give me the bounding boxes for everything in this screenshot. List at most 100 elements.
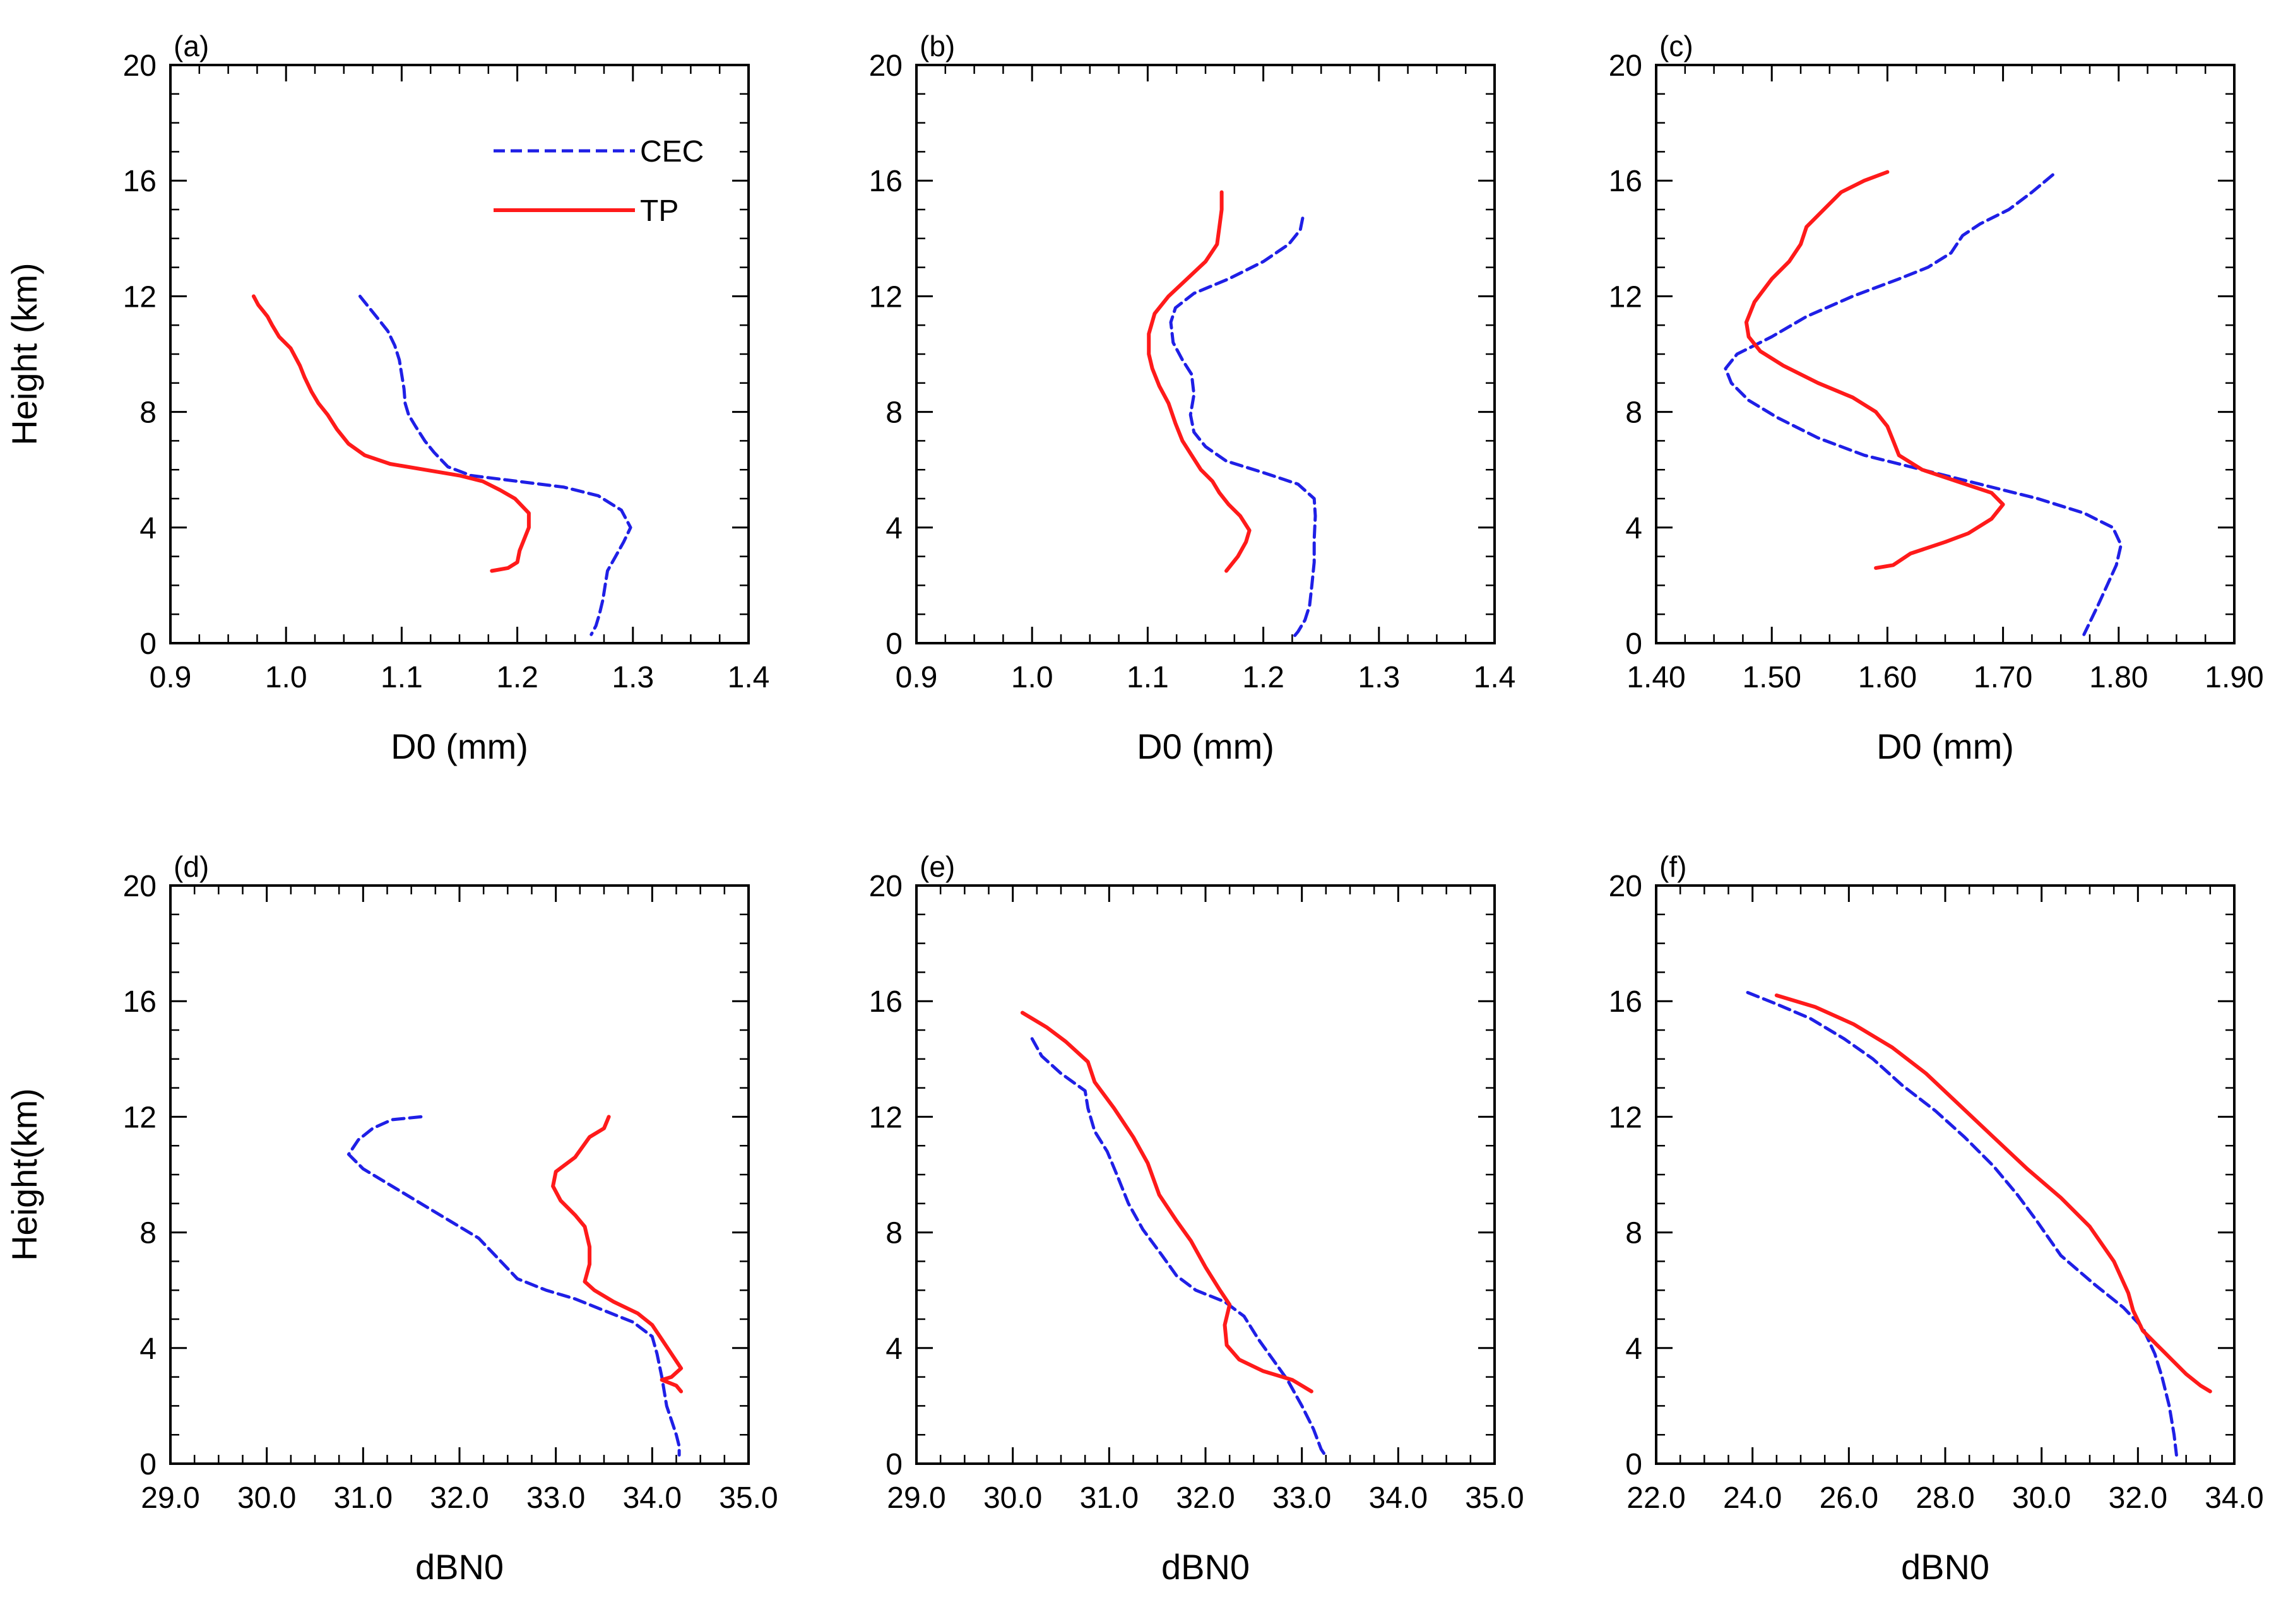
x-tick-label: 34.0 — [2205, 1481, 2263, 1515]
y-tick-label: 4 — [886, 512, 903, 545]
y-tick-label: 0 — [886, 1448, 903, 1481]
y-tick-label: 0 — [886, 627, 903, 661]
plot-frame — [1655, 884, 2236, 1465]
y-tick-label: 20 — [1609, 49, 1642, 83]
plot-frame — [1655, 64, 2236, 644]
series-line-tp — [1147, 190, 1252, 573]
x-tick-label: 30.0 — [983, 1481, 1042, 1515]
y-tick-label: 8 — [886, 1217, 903, 1250]
y-tick-label: 16 — [869, 165, 903, 198]
y-tick-label: 4 — [139, 1332, 157, 1366]
y-tick-label: 0 — [139, 627, 157, 661]
x-axis-label: D0 (mm) — [1137, 726, 1274, 766]
x-tick-label: 22.0 — [1626, 1481, 1685, 1515]
series-line-tp — [1774, 993, 2212, 1394]
x-tick-label: 1.60 — [1858, 661, 1917, 694]
y-tick-label: 8 — [1625, 396, 1642, 430]
x-tick-label: 34.0 — [1369, 1481, 1428, 1515]
x-tick-label: 30.0 — [2012, 1481, 2071, 1515]
y-tick-label: 8 — [139, 1217, 157, 1250]
x-tick-label: 29.0 — [887, 1481, 945, 1515]
series-line-cec — [347, 1115, 681, 1457]
y-tick-label: 16 — [869, 985, 903, 1019]
x-tick-label: 1.3 — [1358, 661, 1400, 694]
x-tick-label: 1.2 — [1242, 661, 1284, 694]
x-axis-label: D0 (mm) — [391, 726, 528, 766]
panel-label: (c) — [1659, 30, 1693, 62]
y-tick-label: 4 — [886, 1332, 903, 1366]
x-tick-label: 1.0 — [265, 661, 307, 694]
x-axis-label: dBN0 — [1901, 1547, 1989, 1587]
x-tick-label: 1.50 — [1742, 661, 1801, 694]
y-tick-label: 20 — [123, 49, 157, 83]
x-axis-label: D0 (mm) — [1876, 726, 2014, 766]
x-tick-label: 29.0 — [141, 1481, 199, 1515]
plot-frame — [915, 884, 1496, 1465]
y-tick-label: 0 — [1625, 1448, 1642, 1481]
y-tick-label: 12 — [869, 1101, 903, 1134]
panel-label: (b) — [920, 30, 955, 62]
x-tick-label: 24.0 — [1723, 1481, 1782, 1515]
panel-c: 1.40 1.50 1.60 1.70 1.80 1.90 0 4 8 12 16 20 (c) D0 (… — [1609, 30, 2264, 766]
x-axis-label: dBN0 — [1161, 1547, 1250, 1587]
x-tick-label: 32.0 — [2109, 1481, 2167, 1515]
y-tick-label: 0 — [1625, 627, 1642, 661]
panel-e: 29.0 30.0 31.0 32.0 33.0 34.0 35.0 0 4 8 12 16 20 (e)… — [869, 850, 1524, 1587]
y-tick-label: 8 — [139, 396, 157, 430]
x-tick-label: 1.1 — [1127, 661, 1169, 694]
x-tick-label: 28.0 — [1916, 1481, 1974, 1515]
y-tick-label: 20 — [869, 870, 903, 903]
x-tick-label: 1.1 — [381, 661, 423, 694]
y-tick-label: 20 — [1609, 870, 1642, 903]
x-tick-label: 31.0 — [1080, 1481, 1139, 1515]
y-axis-label: Height(km) — [4, 1088, 44, 1261]
x-tick-label: 35.0 — [719, 1481, 778, 1515]
panel-label: (d) — [174, 850, 209, 883]
x-tick-label: 30.0 — [237, 1481, 296, 1515]
plot-frame — [915, 64, 1496, 644]
y-tick-label: 20 — [123, 870, 157, 903]
x-tick-label: 1.3 — [612, 661, 654, 694]
y-tick-label: 4 — [1625, 1332, 1642, 1366]
x-tick-label: 1.80 — [2089, 661, 2148, 694]
y-tick-label: 16 — [123, 165, 157, 198]
panel-a: 0.9 1.0 1.1 1.2 1.3 1.4 0 4 8 12 16 20 (a) D0 (mm) Hei… — [4, 30, 769, 766]
x-tick-label: 32.0 — [1176, 1481, 1235, 1515]
x-tick-label: 34.0 — [623, 1481, 682, 1515]
x-tick-label: 1.2 — [496, 661, 538, 694]
panel-f: 22.0 24.0 26.0 28.0 30.0 32.0 34.0 0 4 8 12 16 20 (f)… — [1609, 850, 2264, 1587]
y-tick-label: 12 — [1609, 1101, 1642, 1134]
legend-label: CEC — [640, 135, 704, 169]
y-tick-label: 12 — [123, 1101, 157, 1134]
x-tick-label: 0.9 — [150, 661, 192, 694]
y-tick-label: 12 — [1609, 280, 1642, 314]
series-line-tp — [251, 294, 531, 573]
x-tick-label: 1.4 — [1474, 661, 1516, 694]
y-tick-label: 16 — [1609, 985, 1642, 1019]
series-line-tp — [1020, 1011, 1313, 1394]
series-line-cec — [1030, 1037, 1329, 1460]
x-tick-label: 1.4 — [728, 661, 770, 694]
panel-label: (e) — [920, 850, 955, 883]
panel-label: (a) — [174, 30, 209, 62]
series-line-cec — [1169, 216, 1317, 639]
series-line-tp — [551, 1115, 684, 1394]
series-line-tp — [1744, 170, 2005, 570]
series-line-cec — [358, 294, 632, 636]
x-tick-label: 33.0 — [526, 1481, 585, 1515]
y-tick-label: 8 — [886, 396, 903, 430]
y-tick-label: 0 — [139, 1448, 157, 1481]
y-tick-label: 20 — [869, 49, 903, 83]
y-tick-label: 16 — [123, 985, 157, 1019]
panel-label: (f) — [1659, 850, 1686, 883]
y-tick-label: 12 — [123, 280, 157, 314]
y-tick-label: 12 — [869, 280, 903, 314]
x-tick-label: 32.0 — [430, 1481, 489, 1515]
x-tick-label: 0.9 — [896, 661, 938, 694]
y-tick-label: 8 — [1625, 1217, 1642, 1250]
x-tick-label: 33.0 — [1272, 1481, 1331, 1515]
x-tick-label: 1.70 — [1974, 661, 2032, 694]
legend-label: TP — [640, 194, 678, 228]
x-tick-label: 1.0 — [1011, 661, 1053, 694]
